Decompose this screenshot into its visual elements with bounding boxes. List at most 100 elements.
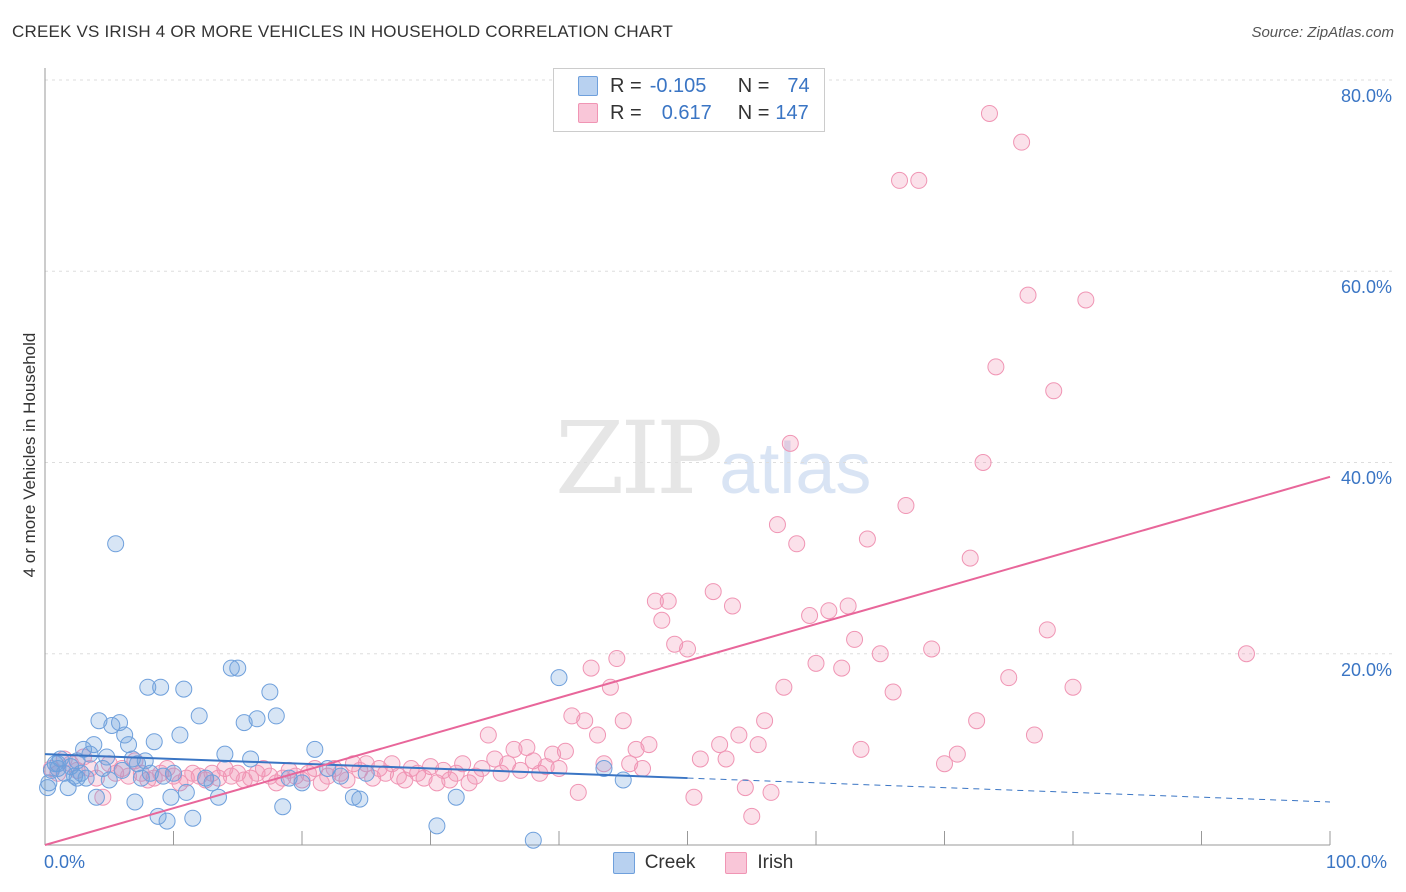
- irish-point: [582, 659, 600, 677]
- irish-point: [743, 807, 761, 825]
- irish-point: [608, 650, 626, 668]
- irish-point: [666, 635, 684, 653]
- legend-r-value: -0.105: [649, 74, 707, 97]
- x-tick-label-min: 0.0%: [44, 852, 86, 872]
- creek-point: [132, 769, 150, 787]
- creek-point: [145, 733, 163, 751]
- x-tick-label-max: 100.0%: [1326, 852, 1388, 872]
- creek-point: [306, 740, 324, 758]
- creek-point: [85, 736, 103, 754]
- series-legend: Creek Irish: [0, 852, 1406, 874]
- creek-point: [550, 669, 568, 687]
- irish-point: [691, 750, 709, 768]
- irish-point: [120, 767, 138, 785]
- creek-point: [216, 745, 234, 763]
- creek-point: [614, 771, 632, 789]
- irish-point: [1045, 382, 1063, 400]
- creek-point: [81, 745, 99, 763]
- creek-point: [120, 736, 138, 754]
- creek-point: [162, 788, 180, 806]
- creek-point: [261, 683, 279, 701]
- irish-point: [1237, 645, 1255, 663]
- irish-point: [891, 171, 909, 189]
- irish-point: [1000, 669, 1018, 687]
- creek-point: [274, 798, 292, 816]
- creek-point: [428, 817, 446, 835]
- irish-point: [1025, 726, 1043, 744]
- irish-point: [852, 740, 870, 758]
- chart-title: CREEK VS IRISH 4 OR MORE VEHICLES IN HOU…: [12, 22, 674, 41]
- irish-point: [434, 761, 452, 779]
- irish-point: [736, 779, 754, 797]
- irish-point: [473, 760, 491, 777]
- creek-trend-line: [44, 753, 688, 780]
- creek-point: [229, 659, 247, 677]
- irish-point: [756, 712, 774, 730]
- y-tick-label: 20.0%: [1340, 660, 1392, 680]
- creek-point: [293, 774, 311, 792]
- legend-n-label: N =: [737, 101, 770, 124]
- creek-point: [87, 788, 105, 806]
- creek-trend-extension: [687, 777, 1331, 803]
- irish-point: [704, 583, 722, 601]
- creek-point: [107, 535, 125, 553]
- irish-point: [377, 764, 395, 782]
- irish-point: [460, 774, 478, 792]
- irish-point: [987, 358, 1005, 376]
- irish-point: [556, 742, 574, 760]
- irish-point: [974, 454, 992, 471]
- creek-point: [111, 714, 129, 732]
- irish-point: [81, 760, 99, 777]
- irish-point: [884, 683, 902, 701]
- legend-r-label: R =: [610, 74, 642, 97]
- creek-point: [242, 750, 260, 768]
- legend-r-label: R =: [610, 101, 642, 124]
- creek-point: [116, 726, 134, 744]
- creek-point: [248, 710, 266, 728]
- irish-point: [653, 611, 671, 629]
- creek-point: [100, 771, 118, 789]
- irish-point: [820, 602, 838, 620]
- legend-row-creek: R = -0.105 N = 74: [578, 73, 810, 99]
- creek-point: [123, 750, 141, 768]
- legend-n-value: 147: [775, 101, 809, 124]
- series-swatch-irish: [725, 852, 748, 874]
- irish-point: [646, 592, 664, 610]
- irish-point: [968, 712, 986, 730]
- irish-point: [679, 640, 696, 658]
- creek-point: [139, 678, 157, 696]
- irish-point: [614, 712, 632, 730]
- irish-trend-line: [44, 475, 1331, 846]
- creek-point: [222, 659, 240, 677]
- series-legend-creek: Creek: [612, 852, 696, 874]
- legend-n-value: 74: [787, 74, 810, 97]
- irish-point: [595, 755, 613, 773]
- creek-point: [68, 769, 86, 787]
- creek-point: [203, 774, 221, 792]
- creek-point: [126, 793, 144, 811]
- zipatlas-watermark: ZIPatlas: [555, 400, 871, 517]
- irish-point: [569, 783, 587, 801]
- watermark-atlas: atlas: [719, 429, 872, 509]
- irish-point: [961, 549, 979, 567]
- creek-point: [49, 755, 67, 773]
- irish-point: [640, 736, 658, 754]
- irish-point: [441, 771, 459, 789]
- creek-point: [171, 726, 189, 744]
- irish-point: [871, 645, 889, 663]
- y-tick-label: 80.0%: [1340, 86, 1392, 106]
- creek-point: [152, 678, 170, 696]
- irish-point: [589, 726, 607, 744]
- irish-point: [357, 755, 375, 773]
- irish-point: [659, 592, 677, 610]
- irish-point: [621, 755, 639, 773]
- irish-point: [634, 760, 652, 777]
- irish-point: [94, 788, 112, 806]
- creek-point: [235, 714, 253, 732]
- creek-point: [165, 764, 182, 782]
- irish-point: [936, 755, 953, 773]
- irish-point: [563, 707, 581, 725]
- irish-point: [858, 530, 876, 548]
- y-tick-label: 60.0%: [1340, 277, 1392, 297]
- series-label-creek: Creek: [644, 852, 696, 873]
